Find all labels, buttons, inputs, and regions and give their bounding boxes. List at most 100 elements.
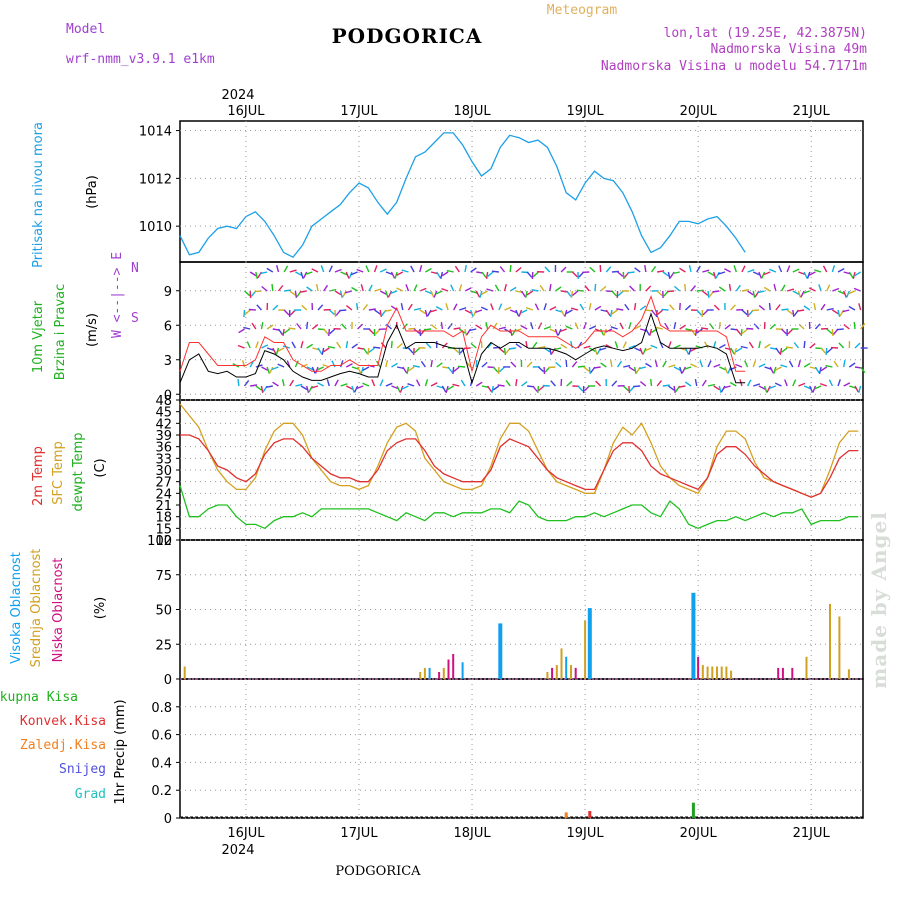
wind-barb — [419, 309, 427, 315]
wind-barb — [639, 347, 644, 355]
wind-barb — [182, 348, 184, 355]
panel-frame-precip — [179, 678, 864, 819]
wind-barb — [570, 290, 574, 298]
wind-barb — [555, 361, 562, 368]
wind-barb — [800, 290, 805, 298]
cloud-bar — [570, 665, 572, 679]
wind-barb — [401, 269, 409, 273]
wind-barb — [656, 380, 663, 387]
wind-barb — [809, 343, 816, 349]
wind-barb — [328, 265, 333, 273]
y-tick-label: 25 — [155, 638, 172, 653]
wind-barb — [216, 322, 218, 329]
wind-barb — [818, 366, 822, 374]
bottom-day-label: 21JUL — [793, 826, 831, 841]
wind-barb — [594, 347, 598, 355]
wind-barb — [525, 307, 534, 311]
wind-barb — [792, 268, 800, 273]
wind-barb — [634, 347, 642, 352]
wind-barb — [211, 386, 216, 391]
wind-barb — [308, 385, 313, 393]
wind-barb — [537, 322, 543, 330]
wind-barb — [317, 347, 323, 355]
wind-barb — [475, 381, 483, 387]
wind-barb — [261, 366, 269, 371]
model-label: Model — [66, 22, 105, 37]
wind-barb — [487, 271, 494, 277]
wind-barb — [718, 385, 722, 393]
wind-barb — [656, 290, 663, 297]
wind-barb — [255, 385, 262, 391]
wind-barb — [758, 363, 766, 368]
wind-ticks: 0 3 6 9 — [164, 285, 863, 403]
wind-barb — [469, 309, 474, 317]
wind-barb — [183, 381, 188, 386]
wind-barb — [694, 378, 698, 387]
pressure-ticks: 1010 1012 1014 — [139, 125, 863, 235]
wind-barb — [623, 364, 631, 368]
wind-barb — [669, 304, 675, 311]
wind-barb — [246, 341, 251, 349]
wind-barb — [539, 284, 545, 292]
wind-barb — [345, 290, 353, 294]
wind-barb — [248, 308, 256, 311]
wind-barb — [492, 322, 498, 330]
wind-barb — [724, 324, 731, 330]
wind-barb — [414, 347, 421, 354]
wind-barb — [825, 364, 833, 368]
wind-barb — [237, 379, 240, 387]
wind-barb — [424, 379, 429, 387]
wind-barb — [396, 271, 404, 276]
wind-barb — [644, 264, 647, 273]
wind-barb — [348, 271, 353, 279]
cloud-bar — [565, 656, 568, 679]
wind-barb — [713, 341, 717, 349]
wind-barb — [532, 271, 539, 278]
wind-barb — [664, 322, 670, 330]
wind-barb — [396, 385, 401, 393]
wind-barb — [413, 307, 422, 311]
wind-barb — [577, 385, 584, 392]
wind-barb — [684, 283, 687, 292]
wind-barb — [356, 268, 364, 273]
bottom-day-label: 16JUL — [227, 826, 265, 841]
wind-barb — [351, 366, 359, 370]
wind-barb — [730, 304, 736, 311]
precip-legend-snow: Snijeg — [59, 762, 106, 777]
wind-barb — [452, 366, 455, 375]
wind-barb — [622, 341, 627, 349]
wind-speed-line — [179, 312, 746, 385]
y-tick-label: 0.4 — [151, 756, 172, 771]
wind-barb — [239, 266, 243, 272]
wind-barb — [277, 347, 285, 352]
cloud-bar — [706, 666, 709, 679]
wind-barb — [430, 324, 438, 330]
y-tick-label: 36 — [155, 441, 172, 456]
wind-barb — [751, 309, 759, 312]
wind-barb — [668, 385, 675, 391]
wind-barb — [792, 309, 795, 317]
wind-barb — [701, 379, 707, 387]
wind-barb — [611, 309, 618, 315]
wind-barb — [498, 326, 506, 330]
wind-barb — [848, 271, 854, 279]
wind-barb — [806, 271, 811, 279]
wind-barb — [211, 342, 214, 348]
wind-barb — [849, 385, 857, 389]
wind-barb — [747, 269, 755, 273]
wind-barb — [323, 284, 329, 292]
wind-barb — [485, 271, 489, 279]
cloud-bar — [829, 603, 831, 679]
wind-barb — [758, 340, 761, 349]
wind-barb — [583, 345, 591, 349]
wind-barb — [526, 271, 533, 278]
wind-barb — [374, 309, 381, 315]
wind-barb — [334, 290, 342, 296]
wind-barb — [334, 309, 337, 318]
wind-barb — [719, 366, 727, 371]
wind-barb — [826, 307, 834, 311]
wind-barb — [633, 366, 637, 374]
wind-barb — [207, 323, 210, 329]
wind-barb — [249, 271, 257, 277]
y-tick-label: 100 — [147, 534, 172, 549]
